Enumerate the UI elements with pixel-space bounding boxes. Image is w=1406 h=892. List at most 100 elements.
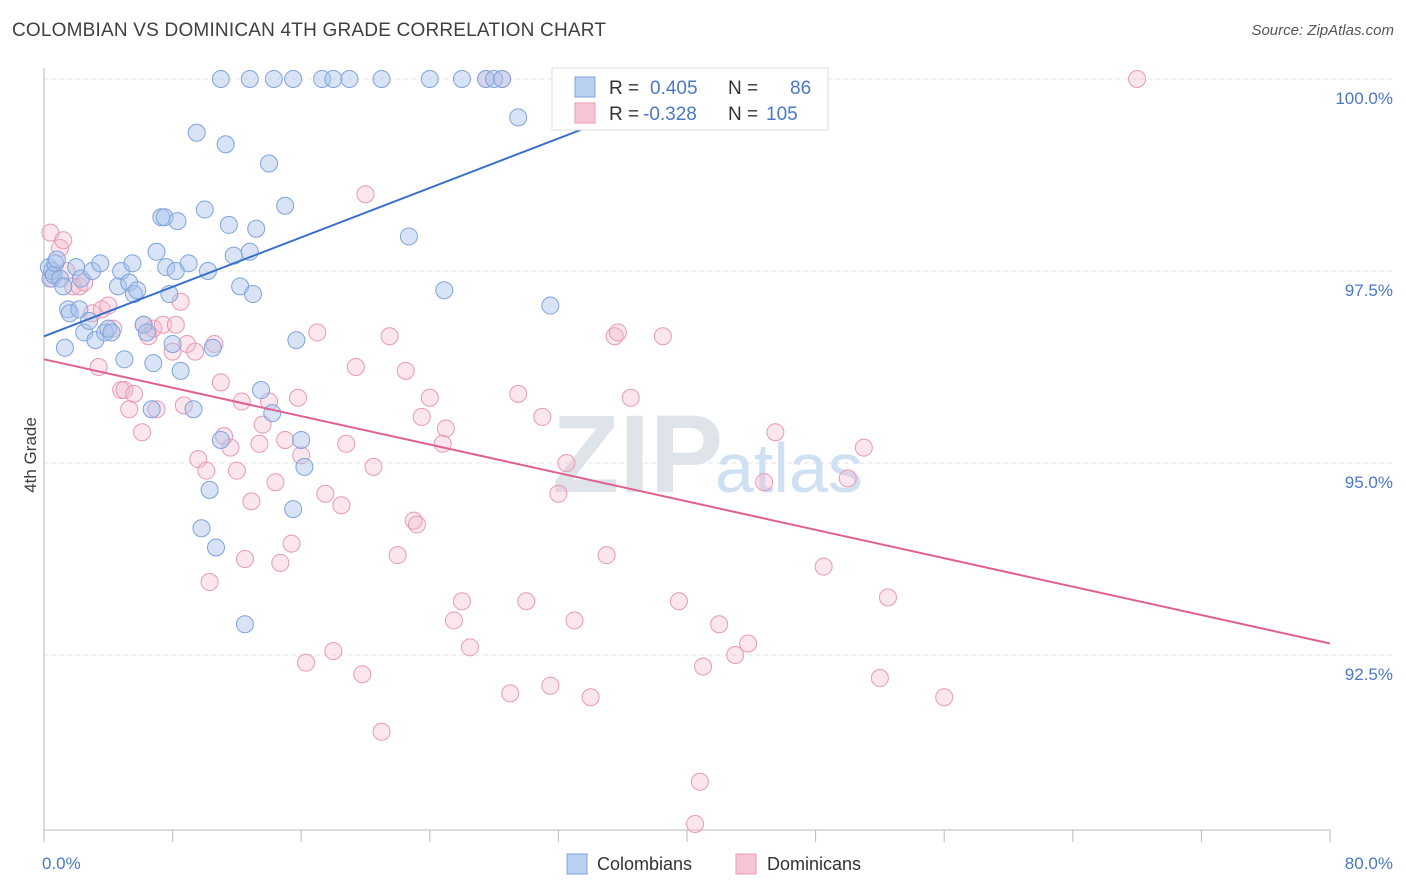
watermark-atlas: atlas xyxy=(715,429,863,507)
dominican-point xyxy=(412,407,431,426)
colombian-point xyxy=(435,281,454,300)
colombian-point xyxy=(399,227,418,246)
dominican-point xyxy=(211,373,230,392)
dominican-point xyxy=(396,361,415,380)
dominican-point xyxy=(608,323,627,342)
dominican-point xyxy=(297,653,316,672)
dominican-point xyxy=(166,315,185,334)
colombian-point xyxy=(263,404,282,423)
y-tick-labels: 100.0% 97.5% 95.0% 92.5% xyxy=(1335,89,1393,684)
colombian-point xyxy=(60,304,79,323)
dominican-point xyxy=(870,669,889,688)
colombian-point xyxy=(211,430,230,449)
dominican-point xyxy=(235,550,254,568)
dominican-point xyxy=(282,534,301,553)
dominican-point xyxy=(581,688,600,707)
dominican-point xyxy=(346,358,365,376)
dominican-point xyxy=(271,553,290,572)
dominican-point xyxy=(690,772,709,791)
dominican-point xyxy=(250,434,269,453)
dominican-point xyxy=(533,407,552,426)
dominican-point xyxy=(115,381,134,400)
legend-swatch-dominicans xyxy=(574,102,596,124)
dominican-point xyxy=(710,615,729,634)
colombian-point xyxy=(340,70,359,88)
colombian-point xyxy=(203,338,222,357)
series-legend-swatch-colombians xyxy=(566,853,588,875)
x-tick-label-min: 0.0% xyxy=(42,854,81,873)
colombian-point xyxy=(211,70,230,88)
series-legend-label-dominicans: Dominicans xyxy=(767,854,861,874)
colombian-point xyxy=(192,519,211,538)
dominican-point xyxy=(153,315,172,334)
grid-lines xyxy=(44,78,1396,656)
dominican-point xyxy=(549,484,568,503)
stats-legend-box xyxy=(551,67,829,131)
dominican-point xyxy=(356,185,375,204)
colombian-point xyxy=(195,200,214,219)
dominican-point xyxy=(935,688,954,707)
colombian-point xyxy=(179,254,198,273)
colombian-point xyxy=(252,381,271,400)
legend-n-value-1: 86 xyxy=(790,78,811,99)
dominican-point xyxy=(388,546,407,565)
dominican-point xyxy=(653,327,672,346)
dominican-point xyxy=(452,592,471,611)
dominican-point xyxy=(739,634,758,653)
dominican-point xyxy=(221,438,240,457)
colombian-point xyxy=(115,350,134,369)
dominican-point xyxy=(444,611,463,630)
dominican-point xyxy=(694,657,713,676)
dominicans-trend-line xyxy=(43,358,1331,645)
colombian-point xyxy=(91,254,110,273)
colombian-point xyxy=(144,354,163,373)
y-tick-label: 95.0% xyxy=(1345,473,1393,492)
colombian-point xyxy=(216,135,235,154)
colombian-point xyxy=(157,258,176,277)
dominican-point xyxy=(227,461,246,480)
colombian-point xyxy=(102,323,121,342)
legend-r-label-1: R = xyxy=(609,78,639,99)
dominican-point xyxy=(266,473,285,492)
y-tick-label: 92.5% xyxy=(1345,665,1393,684)
series-legend-label-colombians: Colombians xyxy=(597,854,692,874)
dominican-point xyxy=(133,423,152,442)
dominican-point xyxy=(854,438,873,457)
dominican-point xyxy=(54,231,73,250)
dominican-point xyxy=(597,546,616,565)
colombian-point xyxy=(541,296,560,315)
legend-n-label-1: N = xyxy=(728,78,758,99)
colombian-point xyxy=(123,254,142,273)
colombian-point xyxy=(47,250,66,269)
legend-r-label-2: R = xyxy=(609,104,639,125)
watermark-zip: ZIP xyxy=(552,393,723,516)
dominican-point xyxy=(253,415,272,434)
legend-swatch-colombians xyxy=(574,76,596,98)
dominican-point xyxy=(1128,70,1147,88)
dominican-point xyxy=(407,515,426,534)
x-ticks xyxy=(43,830,1331,842)
dominican-point xyxy=(120,400,139,419)
colombian-point xyxy=(137,323,156,342)
dominican-point xyxy=(686,814,705,833)
dominican-point xyxy=(324,642,343,661)
colombian-point xyxy=(276,196,295,215)
colombian-point xyxy=(295,457,314,476)
dominican-point xyxy=(276,430,295,449)
chart-title: COLOMBIAN VS DOMINICAN 4TH GRADE CORRELA… xyxy=(12,20,607,41)
dominican-point xyxy=(501,684,520,703)
dominican-point xyxy=(147,400,166,419)
dominican-point xyxy=(288,388,307,407)
dominican-point xyxy=(337,434,356,453)
dominican-point xyxy=(332,496,351,515)
colombian-point xyxy=(372,70,391,88)
dominican-point xyxy=(726,646,745,664)
legend-r-value-1: 0.405 xyxy=(650,78,698,99)
x-tick-label-max: 80.0% xyxy=(1345,854,1393,873)
colombian-point xyxy=(219,215,238,234)
y-tick-label: 97.5% xyxy=(1345,281,1393,300)
colombian-point xyxy=(187,123,206,142)
dominican-point xyxy=(878,588,897,607)
dominican-point xyxy=(200,573,219,592)
